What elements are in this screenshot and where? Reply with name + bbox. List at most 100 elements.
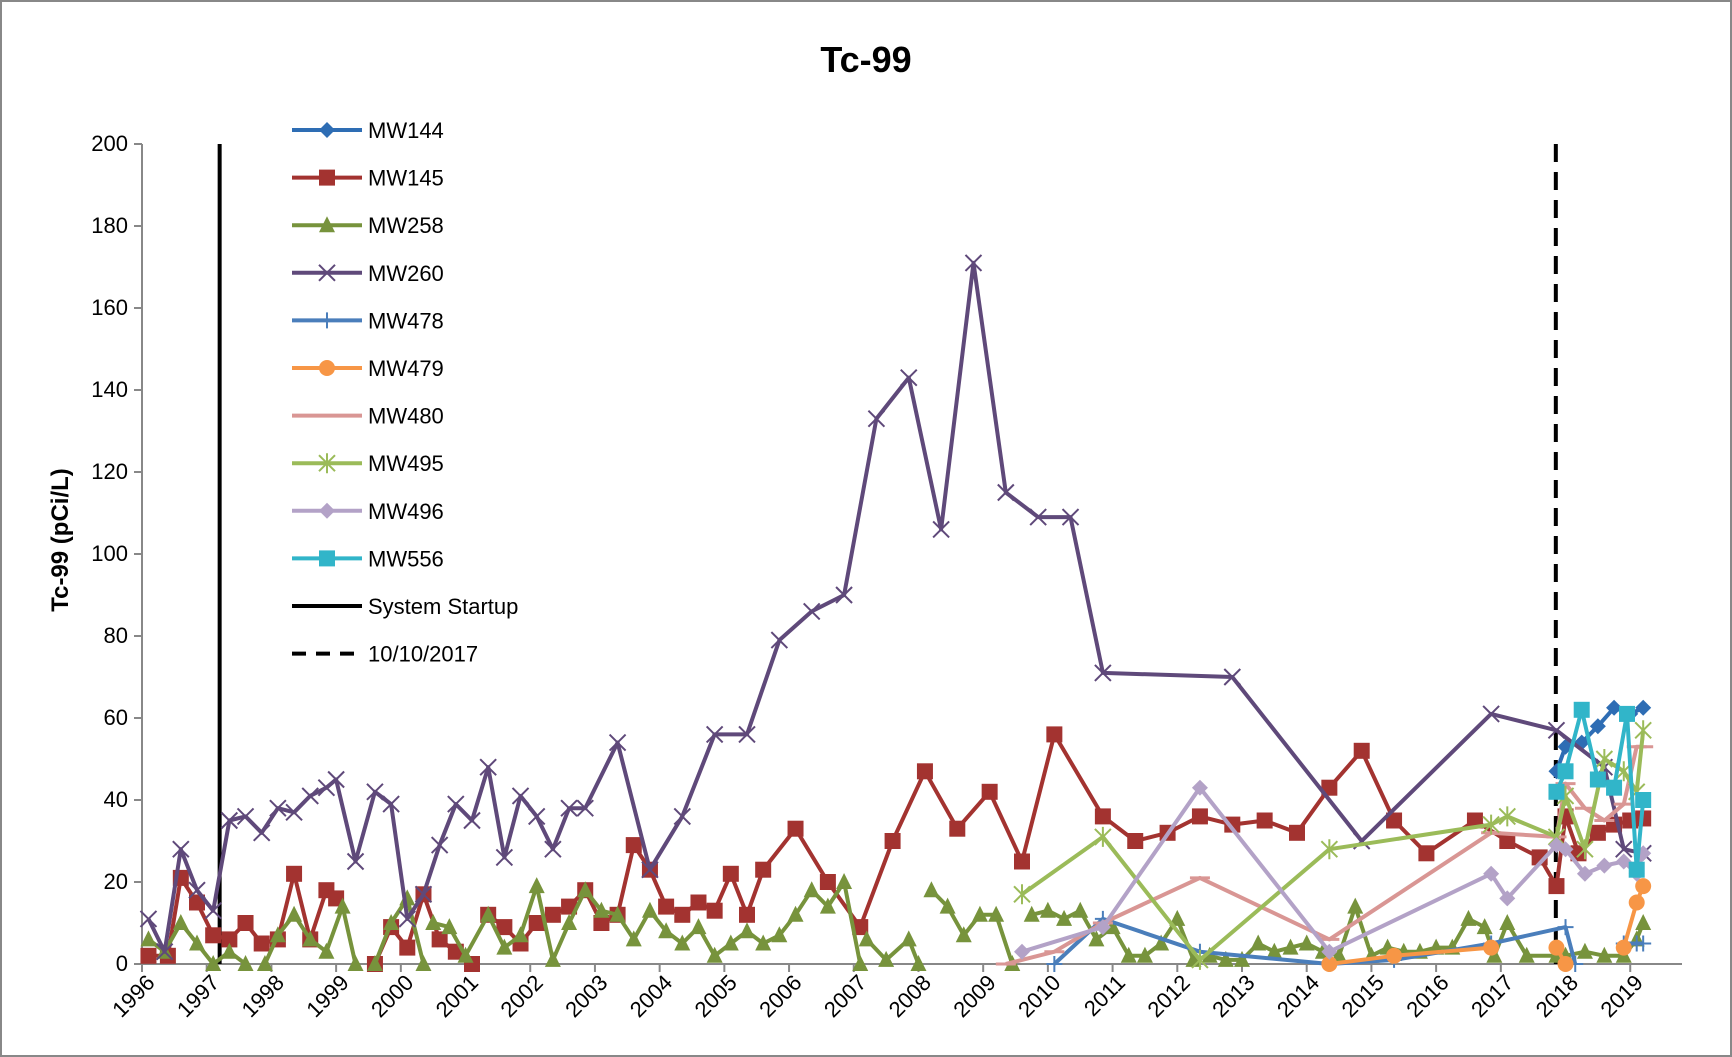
data-point-mw258-58 <box>1072 901 1089 918</box>
data-point-mw258-60 <box>1104 918 1121 935</box>
series-mw495 <box>1013 720 1652 970</box>
data-point-mw258-22 <box>496 938 513 955</box>
data-point-mw145-34 <box>706 902 723 919</box>
data-point-mw258-52 <box>971 905 988 922</box>
data-point-mw258-49 <box>923 881 940 898</box>
legend-marker-mw260 <box>318 264 336 282</box>
data-point-mw260-49 <box>1615 840 1633 858</box>
data-point-mw258-82 <box>1460 909 1477 926</box>
data-point-mw145-15 <box>399 939 416 956</box>
data-point-mw495-5 <box>1498 806 1516 827</box>
data-point-mw260-4 <box>204 901 222 920</box>
data-point-mw258-17 <box>415 955 432 971</box>
data-point-mw258-25 <box>544 950 561 967</box>
data-point-mw258-3 <box>189 934 205 951</box>
data-point-mw495-8 <box>1576 839 1594 860</box>
data-point-mw258-12 <box>334 897 351 914</box>
data-point-mw258-30 <box>625 930 642 947</box>
legend-entry-mw145: MW145 <box>292 166 444 191</box>
data-point-mw556-3 <box>1589 771 1606 788</box>
data-point-mw258-28 <box>593 901 610 918</box>
legend-entry-mw480: MW480 <box>292 404 444 429</box>
data-point-mw260-42 <box>1061 508 1080 526</box>
data-point-mw258-6 <box>237 955 254 971</box>
data-point-mw145-55 <box>1353 742 1370 759</box>
y-tick-label-140: 140 <box>91 377 128 402</box>
data-point-mw260-13 <box>346 852 365 871</box>
data-point-mw258-53 <box>988 905 1005 922</box>
data-point-mw260-29 <box>641 860 659 879</box>
y-axis-label: Tc-99 (pCi/L) <box>47 468 74 612</box>
data-point-mw258-11 <box>318 942 335 959</box>
data-point-mw556-2 <box>1573 701 1590 718</box>
legend-label-mw145: MW145 <box>368 166 444 191</box>
data-point-mw260-38 <box>932 520 950 539</box>
data-point-mw260-35 <box>835 586 853 604</box>
data-point-mw260-17 <box>414 885 433 904</box>
data-point-mw258-14 <box>366 955 383 971</box>
plot-area <box>139 254 1654 972</box>
data-point-mw145-23 <box>528 915 545 931</box>
data-point-mw258-69 <box>1250 934 1267 951</box>
data-point-mw556-6 <box>1628 861 1645 878</box>
data-point-mw260-23 <box>511 787 530 805</box>
data-point-mw145-56 <box>1386 812 1403 829</box>
data-point-mw145-43 <box>949 820 966 837</box>
data-point-mw144-6 <box>1635 699 1652 716</box>
data-point-mw258-42 <box>819 897 836 914</box>
legend-entry-mw144: MW144 <box>292 118 444 143</box>
data-point-mw260-15 <box>382 795 400 813</box>
data-point-mw258-31 <box>641 901 658 918</box>
data-point-mw496-10 <box>1615 853 1632 870</box>
data-point-mw258-44 <box>852 955 869 971</box>
data-point-mw145-32 <box>674 906 691 923</box>
data-point-mw260-12 <box>327 770 345 789</box>
data-point-mw260-8 <box>269 799 287 817</box>
data-point-mw258-83 <box>1476 918 1493 935</box>
data-point-mw495-12 <box>1634 720 1652 741</box>
data-point-mw496-0 <box>1014 943 1030 960</box>
data-point-mw258-90 <box>1596 946 1613 963</box>
data-point-mw145-38 <box>787 820 804 837</box>
data-point-mw145-54 <box>1321 779 1338 796</box>
data-point-mw258-51 <box>955 926 972 943</box>
data-point-mw145-46 <box>1046 726 1063 743</box>
data-point-mw145-5 <box>221 931 238 948</box>
data-point-mw479-4 <box>1557 956 1574 972</box>
data-point-mw145-4 <box>205 927 222 944</box>
data-point-mw479-3 <box>1548 939 1565 956</box>
data-point-mw258-8 <box>269 926 286 943</box>
data-point-mw258-29 <box>609 905 626 922</box>
legend-entry-mw478: MW478 <box>292 308 444 333</box>
data-point-mw258-71 <box>1282 938 1299 955</box>
data-point-mw258-63 <box>1153 934 1170 951</box>
data-point-mw258-32 <box>658 922 675 939</box>
legend-label-mw144: MW144 <box>368 118 444 143</box>
y-tick-label-60: 60 <box>104 705 128 730</box>
data-point-mw260-39 <box>964 254 983 272</box>
data-point-mw145-45 <box>1014 853 1030 870</box>
legend-marker-mw144 <box>319 122 335 138</box>
data-point-mw260-40 <box>997 483 1015 502</box>
data-point-mw556-0 <box>1548 783 1565 800</box>
data-point-mw258-26 <box>561 914 578 930</box>
data-point-mw258-23 <box>512 926 529 943</box>
data-point-mw258-37 <box>739 922 755 939</box>
data-point-mw258-64 <box>1169 909 1186 926</box>
data-point-mw260-2 <box>172 840 190 858</box>
data-point-mw260-3 <box>188 881 206 899</box>
data-point-mw495-9 <box>1595 749 1614 769</box>
data-point-mw260-14 <box>366 783 384 801</box>
data-point-mw260-1 <box>155 942 174 961</box>
data-point-mw479-6 <box>1628 894 1645 911</box>
data-point-mw260-41 <box>1029 508 1047 526</box>
data-point-mw258-61 <box>1120 946 1137 963</box>
data-point-mw260-21 <box>479 758 497 776</box>
data-point-mw258-86 <box>1518 946 1535 963</box>
data-point-mw258-5 <box>221 942 238 959</box>
legend: MW144 MW145 MW258 MW260 MW478 MW479 MW480 MW495… <box>292 118 518 667</box>
legend-entry-mw479: MW479 <box>292 356 444 381</box>
data-point-mw145-57 <box>1418 845 1435 862</box>
data-point-mw145-29 <box>625 837 642 854</box>
data-point-mw145-9 <box>286 865 303 882</box>
